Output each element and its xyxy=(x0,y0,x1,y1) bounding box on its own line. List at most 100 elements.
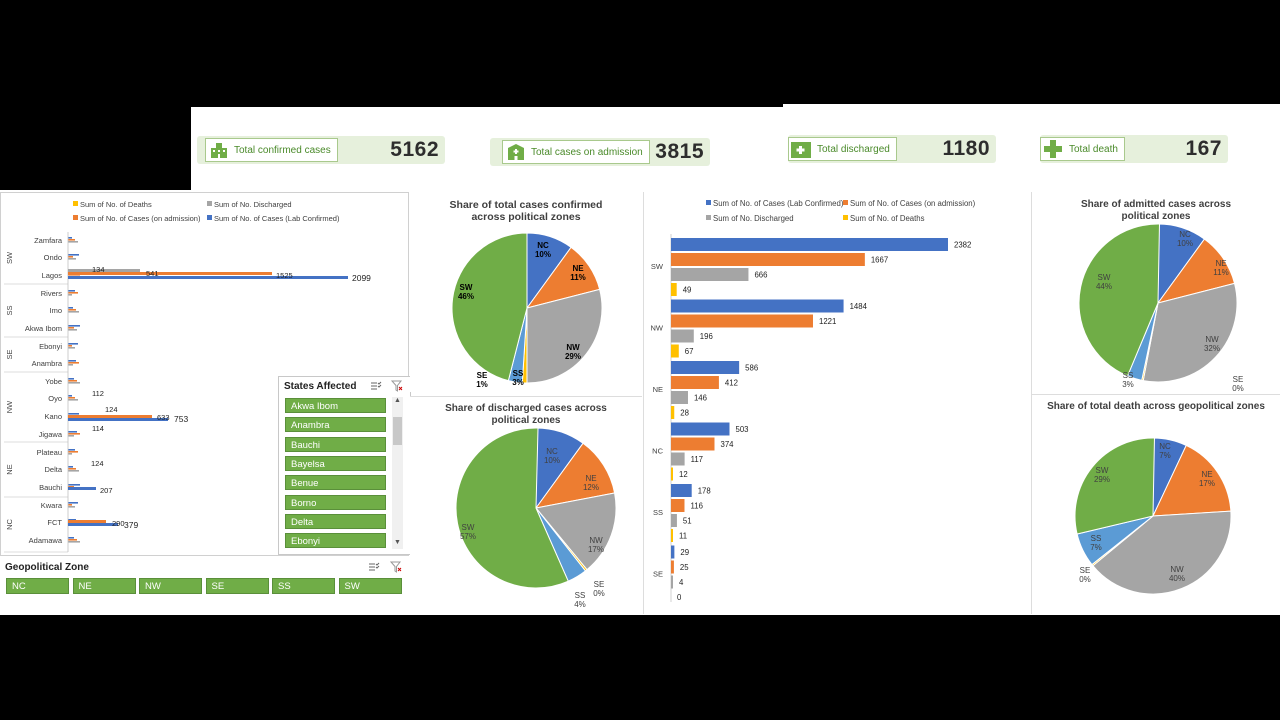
label-delta: 124 xyxy=(91,459,104,468)
pie_discharged-slice[interactable] xyxy=(534,442,616,509)
zone-bar-ss-series-1[interactable] xyxy=(671,499,685,512)
state-bar xyxy=(68,309,76,311)
slicer-state-anambra[interactable]: Anambra xyxy=(285,417,386,433)
slicer-zone-se[interactable]: SE xyxy=(205,578,269,594)
state-bar xyxy=(68,468,76,470)
zone-bar-nw-series-1[interactable] xyxy=(671,314,813,328)
zone-bar-se-series-0[interactable] xyxy=(671,545,675,559)
zone-bar-se-series-1[interactable] xyxy=(671,560,674,574)
states-slicer-title: States Affected xyxy=(284,381,357,392)
state-label-anambra: Anambra xyxy=(32,359,63,368)
scroll-down-icon[interactable]: ▼ xyxy=(394,539,401,546)
pie_confirmed-slice-label: 11% xyxy=(570,273,586,282)
pie_discharged-slice-label: 57% xyxy=(460,532,476,541)
zone-bar-value-label: 28 xyxy=(680,409,689,418)
zone-bar-ss-series-0[interactable] xyxy=(671,484,692,497)
state-label-kwara: Kwara xyxy=(41,501,63,510)
pie_admitted-slice-label: 3% xyxy=(1122,380,1134,389)
pie_discharged-slice[interactable] xyxy=(535,492,617,571)
zone-bar-value-label: 2382 xyxy=(954,241,971,250)
zone-bar-nc-series-1[interactable] xyxy=(671,437,715,451)
state-bar xyxy=(68,329,77,331)
state-bar xyxy=(68,347,75,349)
slicer-zone-nc[interactable]: NC xyxy=(6,578,69,594)
slicer-state-bayelsa[interactable]: Bayelsa xyxy=(285,455,386,471)
pie_discharged-slice-label: SS xyxy=(575,591,586,600)
pie_death-slice-label: SW xyxy=(1096,466,1109,475)
pie_confirmed-slice-label: 1% xyxy=(476,380,488,389)
zone-bar-ne-series-0[interactable] xyxy=(671,361,740,374)
state-label-bauchi: Bauchi xyxy=(39,483,62,492)
pie-confirmed-panel: Share of total cases confirmed across po… xyxy=(410,192,642,392)
slicer-zone-sw[interactable]: SW xyxy=(338,578,402,594)
zone-bar-sw-series-3[interactable] xyxy=(671,283,677,296)
slicer-zone-nw[interactable]: NW xyxy=(139,578,202,594)
kpi-discharged-label: Total discharged xyxy=(817,143,890,155)
pie_death-slice[interactable] xyxy=(1092,510,1232,595)
pie_death-slice[interactable] xyxy=(1152,444,1232,517)
zone-bar-ne-series-1[interactable] xyxy=(671,376,719,389)
state-label-plateau: Plateau xyxy=(37,448,62,457)
zone-bar-se-series-2[interactable] xyxy=(671,575,673,589)
pie-discharged-panel: Share of discharged cases across politic… xyxy=(410,396,642,615)
pie_death-slice[interactable] xyxy=(1074,437,1155,535)
label-lagos-confirmed: 2099 xyxy=(352,273,371,283)
states-slicer: States Affected Akwa Ibom Anambra Bauchi Ba… xyxy=(278,376,411,555)
slicer-scrollbar[interactable] xyxy=(392,397,403,549)
state-bar xyxy=(68,435,74,437)
zone-axis-label-sw: SW xyxy=(651,262,664,271)
label-fct-confirmed: 379 xyxy=(124,520,138,530)
kpi-death-label-box: Total death xyxy=(1040,137,1125,161)
pie_admitted-slice[interactable] xyxy=(1078,223,1160,377)
slicer-state-bauchi[interactable]: Bauchi xyxy=(285,436,386,452)
zone-slicer: Geopolitical Zone NC NE NW SE SS SW xyxy=(0,558,409,613)
pie_discharged-slice[interactable] xyxy=(455,427,569,589)
slicer-state-ebonyi[interactable]: Ebonyi xyxy=(285,533,386,549)
pie_confirmed-slice[interactable] xyxy=(526,288,603,384)
state-bar xyxy=(68,395,72,397)
pie_admitted-slice[interactable] xyxy=(1142,282,1238,383)
zone-bar-sw-series-0[interactable] xyxy=(671,238,948,251)
state-label-zamfara: Zamfara xyxy=(34,236,63,245)
kpi-discharged-value: 1180 xyxy=(942,137,990,160)
pie_confirmed-slice[interactable] xyxy=(451,232,528,382)
zone-legend-label: Sum of No. of Deaths xyxy=(850,214,925,223)
zone-bar-nw-series-3[interactable] xyxy=(671,344,679,358)
zone-bar-nc-series-3[interactable] xyxy=(671,467,673,481)
slicer-state-benue[interactable]: Benue xyxy=(285,475,386,491)
zone-group-label-sw: SW xyxy=(5,251,14,264)
zone-bar-ss-series-2[interactable] xyxy=(671,514,677,527)
zone-bar-ss-series-3[interactable] xyxy=(671,529,673,542)
state-bar xyxy=(68,292,78,294)
label-lagos-admission: 1525 xyxy=(276,271,293,280)
zone-bar-sw-series-1[interactable] xyxy=(671,253,865,266)
zone-multi-select-icon[interactable] xyxy=(368,561,380,573)
zone-bar-nc-series-2[interactable] xyxy=(671,452,685,466)
zone-bar-value-label: 1221 xyxy=(819,317,836,326)
zone-bar-ne-series-2[interactable] xyxy=(671,391,688,404)
zone-axis-label-se: SE xyxy=(653,570,663,579)
slicer-state-akwa-ibom[interactable]: Akwa Ibom xyxy=(285,398,386,413)
state-bar xyxy=(68,506,75,508)
clear-filter-icon[interactable] xyxy=(391,380,403,392)
slicer-state-delta[interactable]: Delta xyxy=(285,513,386,529)
pie_confirmed-slice-label: NW xyxy=(566,343,580,352)
slicer-scrollbar-thumb[interactable] xyxy=(393,417,402,445)
scroll-up-icon[interactable]: ▲ xyxy=(394,397,401,404)
zone-bar-nc-series-0[interactable] xyxy=(671,422,730,436)
zone-bar-ne-series-3[interactable] xyxy=(671,406,675,419)
zone-bar-nw-series-0[interactable] xyxy=(671,299,844,313)
multi-select-icon[interactable] xyxy=(370,380,382,392)
slicer-state-borno[interactable]: Borno xyxy=(285,494,386,510)
zone-bar-sw-series-2[interactable] xyxy=(671,268,749,281)
slicer-zone-ss[interactable]: SS xyxy=(272,578,335,594)
zone-bar-nw-series-2[interactable] xyxy=(671,329,694,343)
slicer-zone-ne[interactable]: NE xyxy=(72,578,136,594)
zone-clear-filter-icon[interactable] xyxy=(390,561,402,573)
zone-group-label-nc: NC xyxy=(5,519,14,530)
label-kano-extra: 124 xyxy=(105,405,118,414)
zone-bar-value-label: 196 xyxy=(700,332,713,341)
